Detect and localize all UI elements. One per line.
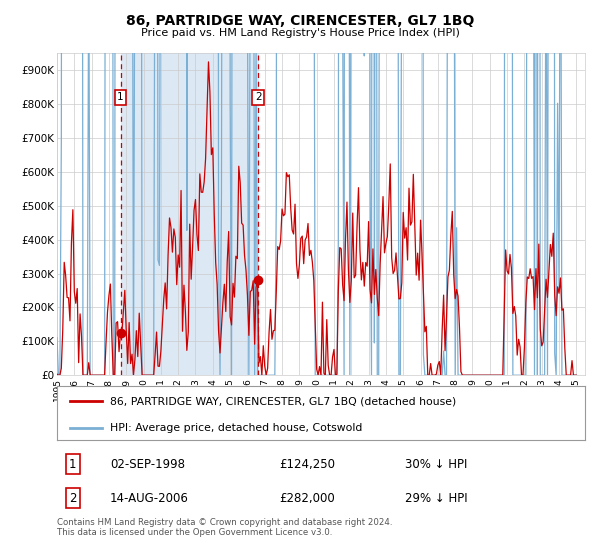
Text: 1: 1 bbox=[69, 458, 77, 470]
Text: 29% ↓ HPI: 29% ↓ HPI bbox=[406, 492, 468, 505]
Text: 2: 2 bbox=[255, 92, 262, 102]
Text: 30% ↓ HPI: 30% ↓ HPI bbox=[406, 458, 468, 470]
Text: 1: 1 bbox=[117, 92, 124, 102]
Text: 14-AUG-2006: 14-AUG-2006 bbox=[110, 492, 188, 505]
Bar bbox=[121, 53, 258, 375]
Text: 86, PARTRIDGE WAY, CIRENCESTER, GL7 1BQ (detached house): 86, PARTRIDGE WAY, CIRENCESTER, GL7 1BQ … bbox=[110, 396, 456, 407]
Text: 02-SEP-1998: 02-SEP-1998 bbox=[110, 458, 185, 470]
Text: 86, PARTRIDGE WAY, CIRENCESTER, GL7 1BQ: 86, PARTRIDGE WAY, CIRENCESTER, GL7 1BQ bbox=[126, 14, 474, 28]
Text: HPI: Average price, detached house, Cotswold: HPI: Average price, detached house, Cots… bbox=[110, 423, 362, 433]
Text: Price paid vs. HM Land Registry's House Price Index (HPI): Price paid vs. HM Land Registry's House … bbox=[140, 28, 460, 38]
Text: 2: 2 bbox=[69, 492, 77, 505]
Text: Contains HM Land Registry data © Crown copyright and database right 2024.
This d: Contains HM Land Registry data © Crown c… bbox=[57, 518, 392, 538]
Text: £282,000: £282,000 bbox=[279, 492, 335, 505]
Text: £124,250: £124,250 bbox=[279, 458, 335, 470]
